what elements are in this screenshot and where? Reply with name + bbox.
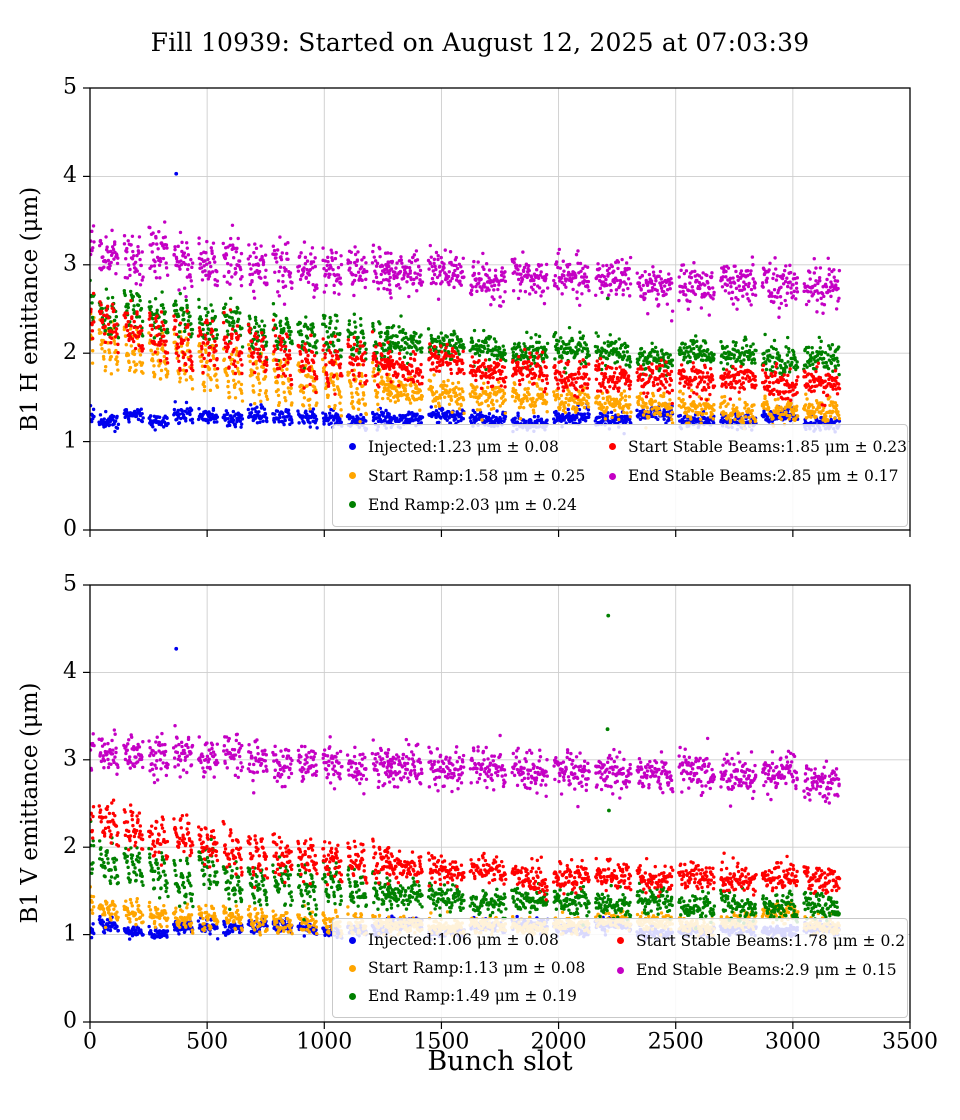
figure-title: Fill 10939: Started on August 12, 2025 a…	[150, 28, 810, 57]
legend-label: Injected:1.06 μm ± 0.08	[368, 931, 559, 949]
legend-marker-icon	[349, 472, 356, 479]
legend-marker-icon	[349, 501, 356, 508]
legend-column-1: Injected:1.23 μm ± 0.08 Start Ramp:1.58 …	[349, 432, 609, 519]
legend-entry-injected: Injected:1.06 μm ± 0.08	[349, 926, 617, 954]
legend-entry-end-stable: End Stable Beams:2.9 μm ± 0.15	[617, 956, 907, 986]
legend-marker-icon	[349, 443, 356, 450]
legend-marker-icon	[349, 992, 356, 1000]
legend-label: Start Stable Beams:1.78 μm ± 0.2	[636, 931, 906, 950]
legend-entry-start-stable: Start Stable Beams:1.78 μm ± 0.2	[617, 926, 907, 956]
legend-label: Start Ramp:1.13 μm ± 0.08	[368, 959, 586, 977]
legend-label: Start Ramp:1.58 μm ± 0.25	[368, 466, 586, 485]
y-axis-label-h-emittance: B1 H emittance (μm)	[17, 186, 43, 432]
legend-entry-end-stable: End Stable Beams:2.85 μm ± 0.17	[609, 462, 907, 492]
legend-entry-start-ramp: Start Ramp:1.13 μm ± 0.08	[349, 954, 617, 982]
legend-marker-icon	[617, 937, 624, 945]
legend-marker-icon	[349, 936, 356, 944]
legend-v-emittance: Injected:1.06 μm ± 0.08 Start Ramp:1.13 …	[332, 918, 908, 1018]
legend-column-2: Start Stable Beams:1.85 μm ± 0.23 End St…	[609, 432, 907, 519]
legend-entry-end-ramp: End Ramp:2.03 μm ± 0.24	[349, 490, 609, 519]
legend-entry-start-stable: Start Stable Beams:1.85 μm ± 0.23	[609, 432, 907, 462]
legend-label: End Stable Beams:2.9 μm ± 0.15	[636, 961, 897, 980]
legend-marker-icon	[609, 472, 617, 480]
legend-marker-icon	[349, 964, 356, 972]
x-axis-label-bunch-slot: Bunch slot	[427, 1046, 573, 1077]
legend-entry-start-ramp: Start Ramp:1.58 μm ± 0.25	[349, 461, 609, 490]
y-axis-label-v-emittance: B1 V emittance (μm)	[17, 682, 43, 924]
legend-column-2: Start Stable Beams:1.78 μm ± 0.2 End Sta…	[617, 926, 907, 1010]
legend-h-emittance: Injected:1.23 μm ± 0.08 Start Ramp:1.58 …	[332, 424, 908, 527]
legend-label: End Ramp:2.03 μm ± 0.24	[368, 495, 577, 514]
legend-label: Injected:1.23 μm ± 0.08	[368, 437, 559, 456]
legend-entry-injected: Injected:1.23 μm ± 0.08	[349, 432, 609, 461]
legend-label: End Stable Beams:2.85 μm ± 0.17	[628, 467, 899, 486]
legend-label: End Ramp:1.49 μm ± 0.19	[368, 987, 577, 1005]
legend-marker-icon	[617, 966, 624, 974]
legend-marker-icon	[609, 443, 617, 451]
legend-label: Start Stable Beams:1.85 μm ± 0.23	[628, 437, 907, 456]
legend-column-1: Injected:1.06 μm ± 0.08 Start Ramp:1.13 …	[349, 926, 617, 1010]
legend-entry-end-ramp: End Ramp:1.49 μm ± 0.19	[349, 982, 617, 1010]
